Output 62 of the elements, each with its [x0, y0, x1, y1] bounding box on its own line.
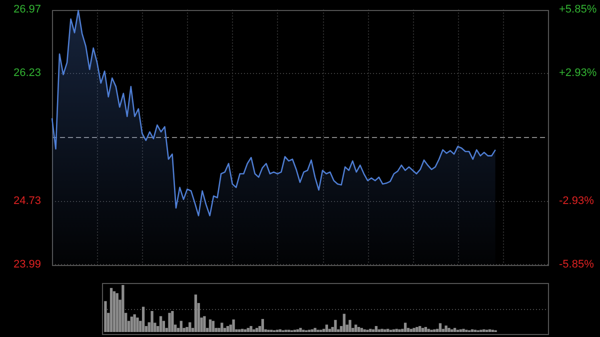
bar [424, 326, 428, 332]
bar [384, 329, 386, 332]
bar [150, 310, 154, 332]
bar [226, 326, 230, 332]
bar [130, 316, 133, 332]
bar [360, 328, 363, 332]
bar [246, 328, 250, 332]
bar [453, 328, 456, 332]
bar [220, 322, 224, 332]
bar [354, 324, 358, 332]
bar [334, 320, 337, 332]
bar [203, 316, 206, 332]
y2-tick-label: -5.85% [559, 258, 594, 270]
bar [348, 320, 352, 332]
bar [252, 329, 256, 332]
y-tick-label: 23.99 [13, 258, 41, 270]
bar [261, 318, 264, 332]
bar [438, 323, 442, 332]
bar [325, 324, 328, 332]
bar [444, 326, 448, 332]
bar [314, 328, 316, 332]
bar [122, 285, 124, 332]
y2-tick-label: +5.85% [559, 4, 597, 16]
bar [180, 320, 182, 332]
bar [133, 314, 136, 332]
bar [342, 314, 346, 332]
bar [188, 322, 192, 332]
bar [116, 293, 118, 332]
bar [171, 310, 174, 332]
bar [212, 320, 214, 332]
y2-tick-label: -2.93% [559, 194, 594, 207]
bar [421, 328, 424, 332]
bar [357, 326, 360, 332]
bar [416, 326, 418, 332]
y2-tick-label: +2.93% [559, 67, 597, 80]
bar [404, 322, 407, 332]
bar [412, 328, 416, 332]
bar [398, 329, 401, 332]
bar [104, 301, 107, 332]
bar [299, 328, 302, 332]
bar [186, 326, 188, 332]
bar [136, 318, 139, 332]
bar [418, 326, 422, 332]
bar [168, 312, 171, 332]
bar [395, 328, 398, 332]
bar [462, 328, 465, 332]
y-tick-label: 24.73 [13, 195, 41, 208]
bar [380, 328, 384, 332]
bar [250, 326, 252, 332]
bar [142, 306, 145, 332]
bar [110, 288, 113, 332]
bar [232, 319, 235, 332]
bar [363, 329, 366, 332]
bar [208, 319, 212, 332]
bar [112, 291, 116, 332]
bar [256, 328, 258, 332]
y-tick-label: 26.97 [13, 4, 41, 16]
bar [159, 316, 162, 332]
bar [448, 328, 450, 332]
y-tick-label: 26.23 [13, 66, 41, 79]
bar [194, 294, 198, 332]
bar [374, 326, 378, 332]
